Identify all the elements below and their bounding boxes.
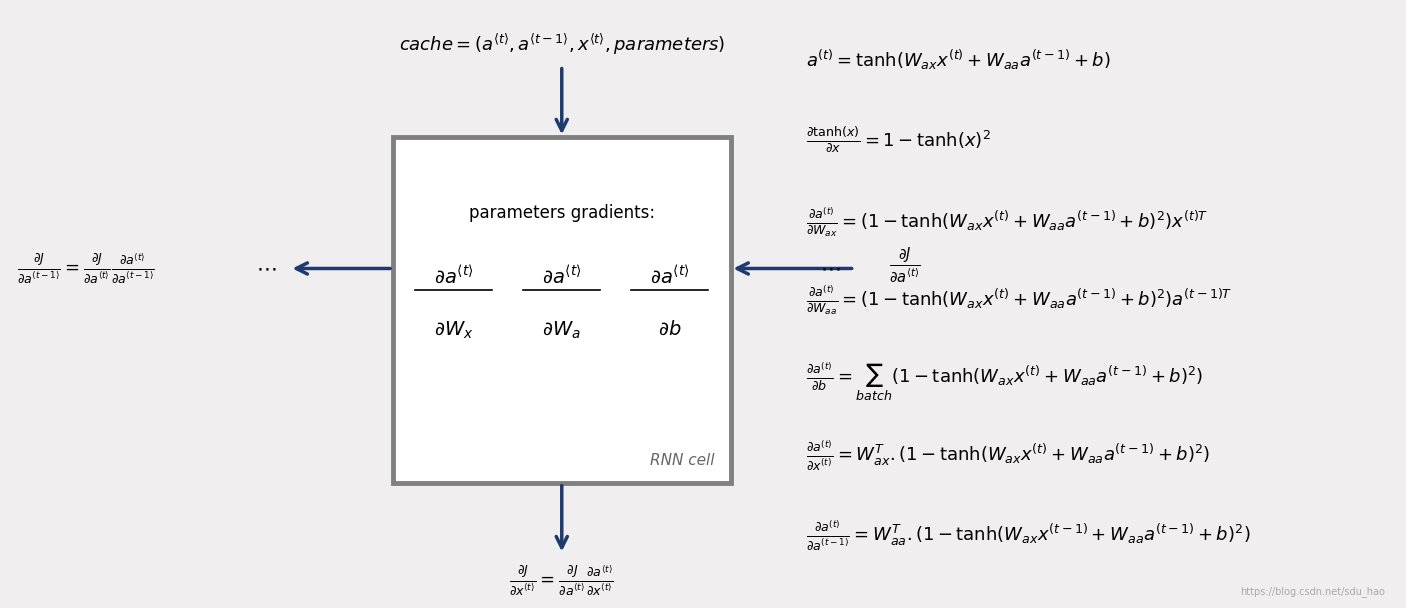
Text: $\mathit{cache} = (a^{\langle t\rangle}, a^{\langle t-1\rangle}, x^{\langle t\ra: $\mathit{cache} = (a^{\langle t\rangle},…	[398, 32, 725, 57]
FancyBboxPatch shape	[394, 137, 731, 483]
Text: $\partial a^{\langle t\rangle}$: $\partial a^{\langle t\rangle}$	[541, 265, 582, 287]
Text: $\frac{\partial J}{\partial x^{\langle t\rangle}} = \frac{\partial J}{\partial a: $\frac{\partial J}{\partial x^{\langle t…	[509, 563, 614, 596]
Text: $\frac{\partial\tanh(x)}{\partial x} = 1 - \tanh(x)^2$: $\frac{\partial\tanh(x)}{\partial x} = 1…	[806, 125, 991, 154]
Text: $\frac{\partial J}{\partial a^{\langle t\rangle}}$: $\frac{\partial J}{\partial a^{\langle t…	[889, 246, 921, 285]
Text: $\frac{\partial a^{(t)}}{\partial x^{(t)}} = W_{ax}^T.(1 - \tanh(W_{ax}x^{(t)} +: $\frac{\partial a^{(t)}}{\partial x^{(t)…	[806, 438, 1211, 472]
Text: $\partial W_a$: $\partial W_a$	[543, 320, 581, 341]
Text: parameters gradients:: parameters gradients:	[468, 204, 655, 222]
Text: $\partial b$: $\partial b$	[658, 320, 682, 339]
Text: $a^{(t)} = \tanh(W_{ax}x^{(t)} + W_{aa}a^{(t-1)} + b)$: $a^{(t)} = \tanh(W_{ax}x^{(t)} + W_{aa}a…	[806, 48, 1111, 72]
Text: $\frac{\partial a^{(t)}}{\partial W_{aa}} = (1 - \tanh(W_{ax}x^{(t)} + W_{aa}a^{: $\frac{\partial a^{(t)}}{\partial W_{aa}…	[806, 283, 1233, 317]
Text: $\cdots$: $\cdots$	[820, 258, 839, 278]
Text: $\cdots$: $\cdots$	[256, 258, 277, 278]
Text: RNN cell: RNN cell	[650, 453, 714, 468]
Text: https://blog.csdn.net/sdu_hao: https://blog.csdn.net/sdu_hao	[1240, 586, 1385, 597]
Text: $\frac{\partial a^{(t)}}{\partial a^{(t-1)}} = W_{aa}^T.(1 - \tanh(W_{ax}x^{(t-1: $\frac{\partial a^{(t)}}{\partial a^{(t-…	[806, 519, 1251, 552]
Text: $\partial a^{\langle t\rangle}$: $\partial a^{\langle t\rangle}$	[434, 265, 474, 287]
Text: $\frac{\partial a^{(t)}}{\partial W_{ax}} = (1 - \tanh(W_{ax}x^{(t)} + W_{aa}a^{: $\frac{\partial a^{(t)}}{\partial W_{ax}…	[806, 206, 1209, 240]
Text: $\frac{\partial J}{\partial a^{\langle t-1\rangle}} = \frac{\partial J}{\partial: $\frac{\partial J}{\partial a^{\langle t…	[17, 252, 155, 285]
Text: $\partial a^{\langle t\rangle}$: $\partial a^{\langle t\rangle}$	[650, 265, 690, 287]
Text: $\frac{\partial a^{(t)}}{\partial b} = \sum_{batch}(1 - \tanh(W_{ax}x^{(t)} + W_: $\frac{\partial a^{(t)}}{\partial b} = \…	[806, 361, 1204, 403]
Text: $\partial W_x$: $\partial W_x$	[434, 320, 474, 341]
